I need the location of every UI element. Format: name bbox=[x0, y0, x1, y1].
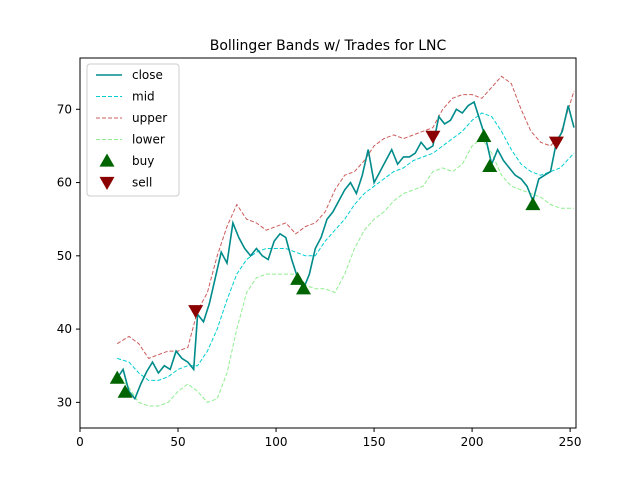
series-line-mid bbox=[117, 112, 575, 381]
sell-marker bbox=[188, 305, 204, 319]
legend-label-buy: buy bbox=[132, 154, 154, 168]
x-tick-label: 150 bbox=[363, 435, 386, 449]
buy-marker bbox=[525, 197, 541, 211]
series-line-lower bbox=[116, 137, 574, 407]
buy-marker bbox=[482, 158, 498, 173]
sell-marker bbox=[548, 136, 564, 150]
x-tick-label: 50 bbox=[170, 435, 185, 449]
legend-label-upper: upper bbox=[132, 111, 167, 125]
legend-label-sell: sell bbox=[132, 176, 152, 190]
x-tick-label: 200 bbox=[461, 435, 484, 449]
x-tick-label: 250 bbox=[559, 435, 582, 449]
legend-swatch-buy bbox=[99, 153, 115, 167]
buy-marker bbox=[476, 128, 492, 143]
marker-layer bbox=[109, 128, 564, 398]
y-tick-label: 30 bbox=[57, 395, 72, 409]
series-line-upper bbox=[116, 75, 575, 360]
x-tick-label: 0 bbox=[76, 435, 84, 449]
buy-marker bbox=[290, 271, 306, 285]
x-axis: 0 50 100 150 200 250 bbox=[76, 428, 582, 449]
y-tick-label: 50 bbox=[57, 249, 72, 263]
buy-marker bbox=[109, 370, 125, 384]
series-layer bbox=[116, 75, 575, 407]
buy-marker bbox=[295, 281, 311, 295]
y-tick-label: 60 bbox=[57, 176, 72, 190]
y-axis: 30 40 50 60 70 bbox=[57, 102, 80, 409]
legend-swatch-sell bbox=[99, 176, 115, 190]
chart-title: Bollinger Bands w/ Trades for LNC bbox=[210, 38, 447, 54]
y-tick-label: 40 bbox=[57, 322, 72, 336]
buy-marker bbox=[117, 384, 133, 398]
legend: close mid upper lower buy sell bbox=[86, 63, 180, 197]
legend-label-lower: lower bbox=[132, 133, 165, 147]
x-tick-label: 100 bbox=[265, 435, 288, 449]
plot-area-frame bbox=[79, 57, 577, 429]
sell-marker bbox=[425, 130, 441, 144]
y-tick-label: 70 bbox=[57, 102, 72, 116]
legend-label-mid: mid bbox=[132, 90, 155, 104]
series-line-close bbox=[116, 100, 575, 401]
legend-label-close: close bbox=[132, 68, 163, 82]
